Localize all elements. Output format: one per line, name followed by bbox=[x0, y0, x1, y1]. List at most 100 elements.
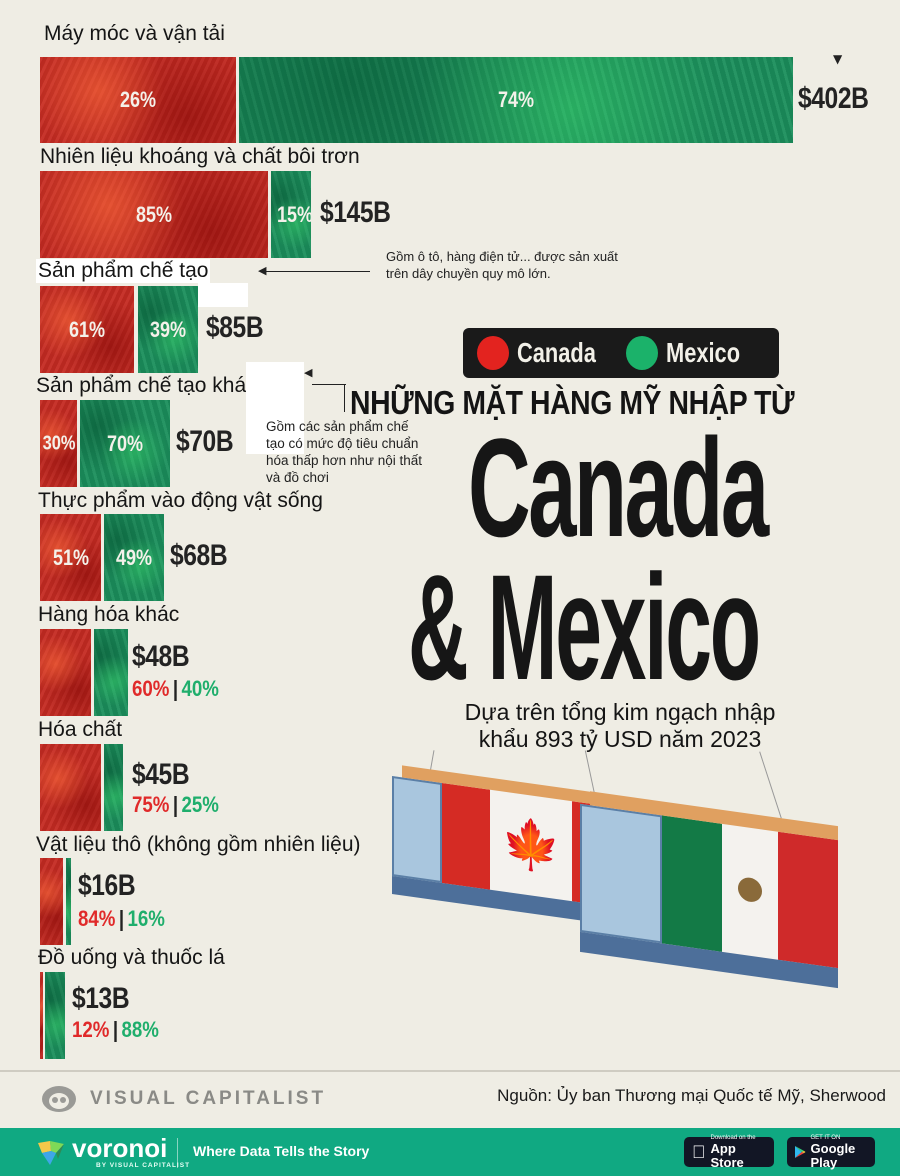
pct-canada: 61% bbox=[68, 316, 106, 342]
bar-canada-manufactured: 61% bbox=[40, 286, 134, 373]
arrow-line bbox=[266, 271, 370, 272]
bar-mexico-misc-manufactured: 70% bbox=[80, 400, 170, 487]
split-chemicals: 75% | 25% bbox=[132, 792, 219, 818]
note-line: và đồ chơi bbox=[266, 470, 329, 485]
maple-leaf-icon: 🍁 bbox=[490, 789, 572, 902]
pct-canada: 26% bbox=[119, 87, 157, 112]
flag-white-band bbox=[722, 823, 778, 960]
pct-canada: 75% bbox=[132, 792, 170, 817]
marker-triangle-icon: ▼ bbox=[833, 52, 843, 66]
bar-mexico-beverages bbox=[45, 972, 65, 1059]
arrow-left-icon: ◀ bbox=[304, 366, 313, 379]
voronoi-banner: voronoi BY VISUAL CAPITALIST Where Data … bbox=[0, 1128, 900, 1176]
canada-container: 🍁 bbox=[392, 765, 592, 924]
total-food: $68B bbox=[170, 539, 228, 572]
bar-mexico-food: 49% bbox=[104, 514, 164, 601]
category-label-food: Thực phẩm vào động vật sống bbox=[38, 489, 323, 512]
container-door bbox=[392, 775, 442, 883]
divider bbox=[177, 1138, 178, 1168]
pct-mexico: 70% bbox=[106, 430, 144, 456]
note-line: tạo có mức độ tiêu chuẩn bbox=[266, 436, 419, 451]
total-machinery: $402B bbox=[798, 82, 869, 115]
google-play-big-text: Google Play bbox=[810, 1140, 856, 1170]
title-canada: Canada bbox=[468, 409, 769, 566]
bar-canada-food: 51% bbox=[40, 514, 101, 601]
apple-icon:  bbox=[692, 1142, 706, 1163]
category-label-beverages: Đồ uống và thuốc lá bbox=[38, 946, 225, 969]
note-manufactured: Gồm ô tô, hàng điện tử... được sản xuất … bbox=[386, 248, 618, 282]
total-misc-goods: $48B bbox=[132, 640, 190, 673]
split-misc-goods: 60% | 40% bbox=[132, 676, 219, 702]
google-play-icon bbox=[795, 1145, 806, 1159]
app-store-button[interactable]:  Download on the App Store bbox=[684, 1135, 774, 1169]
pct-canada: 30% bbox=[42, 432, 75, 454]
legend-canada-label: Canada bbox=[517, 337, 596, 368]
category-label-manufactured: Sản phẩm chế tạo bbox=[36, 259, 211, 283]
bar-mexico-machinery: 74% bbox=[239, 57, 793, 143]
total-chemicals: $45B bbox=[132, 758, 190, 791]
bar-canada-raw-materials bbox=[40, 858, 63, 945]
arrow-line bbox=[312, 384, 346, 385]
bar-canada-chemicals bbox=[40, 744, 101, 831]
pct-mexico: 39% bbox=[149, 316, 187, 342]
visual-capitalist-brand[interactable]: VISUAL CAPITALIST bbox=[40, 1084, 326, 1114]
visual-capitalist-text: VISUAL CAPITALIST bbox=[90, 1088, 327, 1109]
total-beverages: $13B bbox=[72, 982, 130, 1015]
voronoi-byline: BY VISUAL CAPITALIST bbox=[96, 1162, 191, 1169]
app-store-small-text: Download on the bbox=[697, 1135, 756, 1148]
split-raw-materials: 84% | 16% bbox=[78, 906, 165, 932]
pct-mexico: 25% bbox=[181, 792, 219, 817]
pct-mexico: 15% bbox=[276, 201, 311, 227]
bar-canada-misc-manufactured: 30% bbox=[40, 400, 77, 487]
legend-mexico-label: Mexico bbox=[666, 337, 741, 368]
app-store-big-text: App Store bbox=[697, 1141, 760, 1169]
source-text: Nguồn: Ủy ban Thương mại Quốc tế Mỹ, She… bbox=[497, 1086, 886, 1105]
arrow-line bbox=[344, 384, 345, 412]
pct-canada: 85% bbox=[135, 201, 173, 227]
total-manufactured: $85B bbox=[206, 311, 264, 344]
separator: | bbox=[172, 676, 179, 701]
legend-canada-dot-icon bbox=[477, 336, 509, 370]
pct-mexico: 74% bbox=[497, 87, 535, 112]
bar-mexico-chemicals bbox=[104, 744, 123, 831]
google-play-small-text: GET IT ON bbox=[810, 1134, 841, 1141]
flag-red-band bbox=[442, 782, 490, 890]
category-label-raw-materials: Vật liệu thô (không gồm nhiên liệu) bbox=[36, 833, 361, 856]
voronoi-wordmark: voronoi bbox=[72, 1133, 168, 1163]
google-play-button[interactable]: GET IT ON Google Play bbox=[787, 1134, 875, 1170]
headline: NHỮNG MẶT HÀNG MỸ NHẬP TỪ bbox=[350, 384, 795, 421]
bar-canada-beverages bbox=[40, 972, 43, 1059]
label-highlight bbox=[198, 283, 248, 307]
note-line: Gồm các sản phẩm chế bbox=[266, 419, 409, 434]
crane-cable bbox=[759, 751, 782, 819]
pct-canada: 51% bbox=[52, 544, 89, 570]
voronoi-logo[interactable]: voronoi BY VISUAL CAPITALIST bbox=[36, 1133, 191, 1169]
pct-canada: 60% bbox=[132, 676, 170, 701]
total-fuels: $145B bbox=[320, 196, 391, 229]
flag-red-band bbox=[778, 831, 838, 969]
category-label-fuels: Nhiên liệu khoáng và chất bôi trơn bbox=[40, 145, 360, 168]
pct-mexico: 40% bbox=[181, 676, 219, 701]
subtitle: Dựa trên tổng kim ngạch nhập khẩu 893 tỷ… bbox=[420, 699, 820, 753]
note-line: trên dây chuyền quy mô lớn. bbox=[386, 266, 551, 281]
bar-mexico-misc-goods bbox=[94, 629, 128, 716]
bar-canada-machinery: 26% bbox=[40, 57, 236, 143]
bar-canada-misc-goods bbox=[40, 629, 91, 716]
note-line: Gồm ô tô, hàng điện tử... được sản xuất bbox=[386, 249, 618, 264]
separator: | bbox=[112, 1017, 119, 1042]
legend: Canada Mexico bbox=[463, 328, 779, 378]
footer-divider bbox=[0, 1070, 900, 1072]
label-highlight bbox=[246, 362, 304, 454]
separator: | bbox=[172, 792, 179, 817]
category-label-misc-goods: Hàng hóa khác bbox=[38, 603, 180, 626]
eagle-emblem-icon bbox=[738, 876, 762, 904]
voronoi-logo-icon bbox=[38, 1140, 64, 1165]
pct-mexico: 16% bbox=[127, 906, 165, 931]
container-door bbox=[580, 803, 662, 944]
bar-mexico-fuels: 15% bbox=[271, 171, 311, 258]
subtitle-line: Dựa trên tổng kim ngạch nhập bbox=[464, 699, 776, 725]
pct-mexico: 88% bbox=[121, 1017, 159, 1042]
legend-mexico-dot-icon bbox=[626, 336, 659, 370]
pct-mexico: 49% bbox=[115, 544, 153, 570]
category-label-machinery: Máy móc và vận tải bbox=[44, 22, 225, 45]
